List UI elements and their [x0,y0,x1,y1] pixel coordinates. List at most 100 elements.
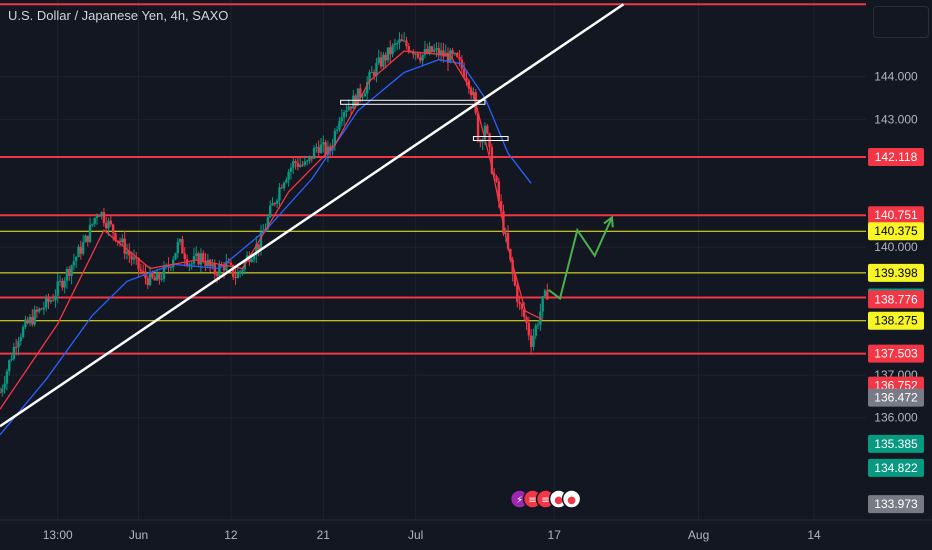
candle-body [105,223,108,229]
candle-body [541,296,544,312]
price-label-value: 138.776 [874,292,918,306]
candle-body [499,201,503,211]
candle-body [359,88,362,98]
candle-body [379,57,383,67]
candle-body [405,40,408,47]
candle-body [17,340,20,348]
candle-body [490,147,494,174]
candle-body [377,57,380,64]
price-label-badge [868,495,924,514]
candle-body [398,39,401,43]
candle-body [529,335,533,347]
price-label-badge [868,311,924,330]
candle-body [389,47,392,55]
candle-body [8,360,11,372]
candle-body [534,325,537,336]
us-flag-icon-glyph: ≡ [528,495,536,506]
candle-body [155,273,159,281]
price-tick-label: 140.000 [874,240,918,254]
candle-body [301,164,304,166]
candle-body [536,324,540,326]
candle-body [19,337,22,341]
candle-body [462,68,466,78]
candle-body [467,80,470,89]
price-axis-background [866,0,932,520]
candle-body [435,48,438,50]
candle-body [199,253,203,265]
candle-body [84,235,87,243]
candle-body [95,215,99,218]
candle-body [70,265,73,276]
price-label-badge [868,206,924,225]
time-tick-label: 12 [224,528,238,542]
candle-body [513,274,517,286]
price-tick-label: 136.000 [874,411,918,425]
candle-body [271,203,274,206]
time-tick-label: Jul [408,528,423,542]
candle-body [518,302,521,304]
candle-body [506,233,510,249]
candle-body [520,303,524,310]
time-tick-label: Aug [688,528,709,542]
candle-body [81,242,85,254]
candle-body [451,50,454,55]
candle-body [160,278,163,280]
candle-body [211,264,214,267]
candle-body [446,52,450,63]
candle-body [21,327,25,338]
candle-body [250,259,253,262]
candle-body [386,47,390,61]
candle-body [91,223,94,225]
candle-body [280,187,283,189]
candle-body [465,77,468,81]
time-tick-label: 14 [807,528,821,542]
candle-body [132,257,136,260]
candle-body [49,300,53,302]
candle-body [310,156,313,159]
candle-body [24,319,27,328]
lightning-icon-glyph: ⚡ [516,495,523,506]
candle-body [285,179,288,183]
candle-body [275,200,279,204]
candle-body [218,264,221,276]
candle-body [86,235,89,242]
price-label-value: 139.398 [874,266,918,280]
price-label-badge [868,388,924,407]
candle-body [172,259,175,268]
event-icons[interactable]: ⚡ ≡ ≡ ● ● [509,489,582,509]
candle-body [273,203,277,205]
candle-body [148,271,152,286]
candle-body [10,359,13,361]
candle-body [252,255,256,260]
price-axis[interactable]: 144.000143.000140.000137.000136.000142.1… [866,0,932,520]
candle-body [65,268,69,281]
candle-body [393,43,397,46]
candle-body [458,56,461,60]
price-label-value: 138.275 [874,314,918,328]
time-tick-label: 13:00 [43,528,73,542]
candle-body [141,271,145,273]
candle-body [215,274,219,276]
candle-body [107,220,110,229]
candle-body [146,278,149,286]
candle-body [128,251,131,256]
candle-body [51,300,55,302]
candle-body [79,246,83,254]
candle-body [135,257,138,259]
price-tick-label: 144.000 [874,70,918,84]
candle-body [282,182,286,189]
candle-body [93,217,96,224]
candle-body [296,162,300,167]
time-axis[interactable]: 13:00 Jun 12 21 Jul 17 Aug 14 [0,519,932,542]
candle-body [294,161,297,163]
candle-body [400,39,404,42]
candle-body [361,96,364,98]
candle-body [151,271,154,278]
corner-menu-button[interactable] [873,6,929,38]
price-label-badge [868,344,924,363]
candle-body [319,144,323,153]
jp-flag-icon[interactable] [561,489,582,509]
candle-body [255,244,258,256]
candle-body [469,88,473,96]
